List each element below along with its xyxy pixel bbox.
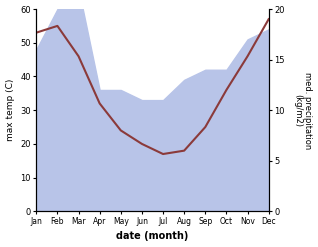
Y-axis label: med. precipitation
(kg/m2): med. precipitation (kg/m2) — [293, 72, 313, 149]
Y-axis label: max temp (C): max temp (C) — [5, 79, 15, 141]
X-axis label: date (month): date (month) — [116, 231, 189, 242]
